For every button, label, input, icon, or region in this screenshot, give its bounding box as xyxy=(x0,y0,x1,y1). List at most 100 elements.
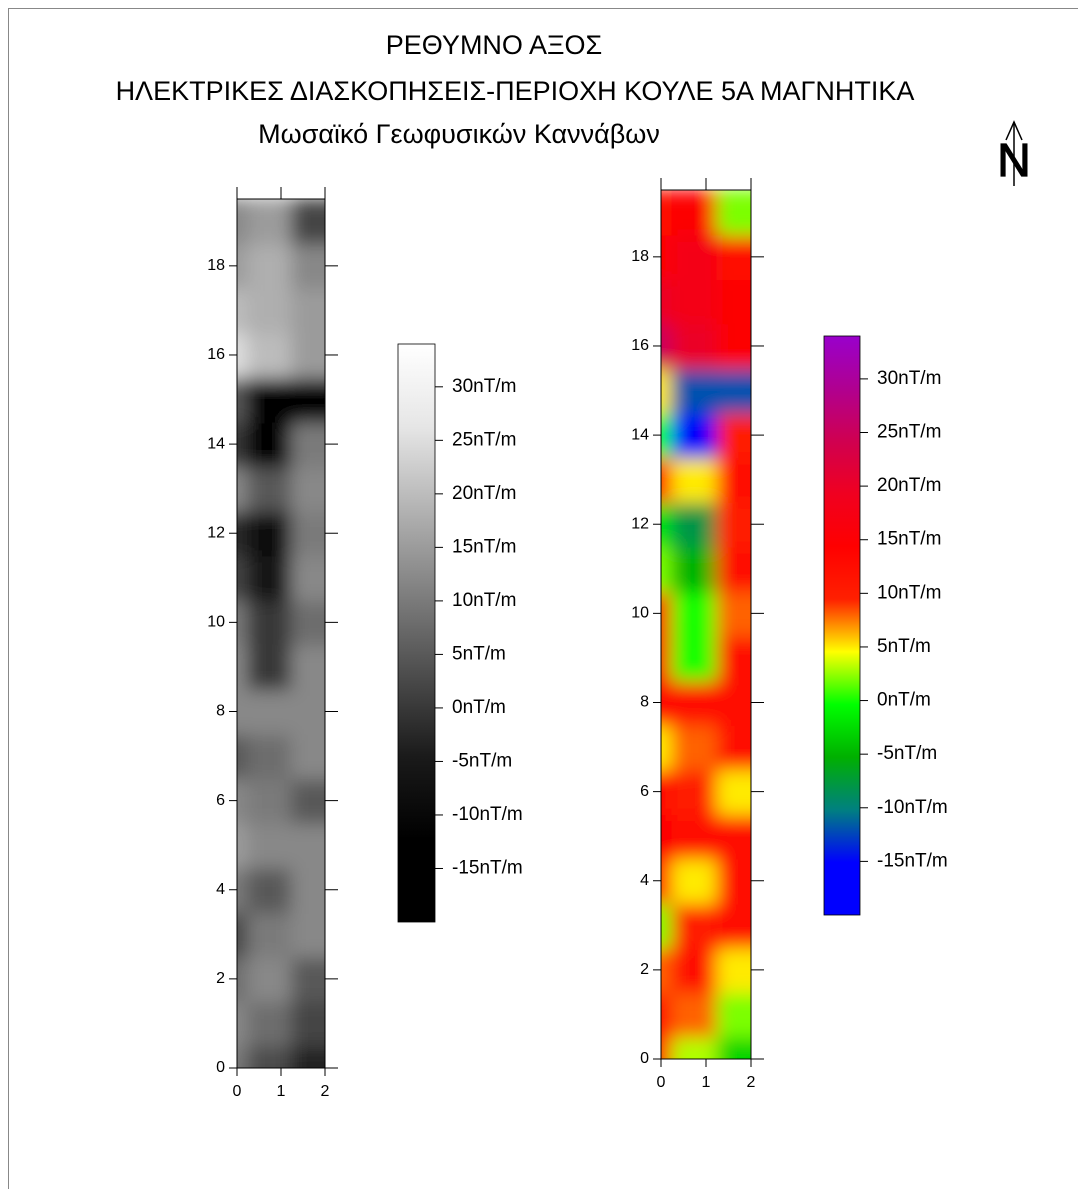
x-tick-label: 2 xyxy=(747,1074,756,1091)
colorbar-label: 25nT/m xyxy=(877,422,941,443)
colorbar-label: 5nT/m xyxy=(452,643,506,664)
x-tick-label: 0 xyxy=(657,1074,666,1091)
map-cell xyxy=(291,554,325,602)
y-tick-label: 18 xyxy=(631,248,649,265)
map-cell xyxy=(716,456,751,503)
map-cell xyxy=(291,777,325,824)
colorbar-label: -5nT/m xyxy=(877,743,937,764)
map-cell xyxy=(291,509,325,557)
map-cell xyxy=(716,812,751,860)
map-cell xyxy=(716,723,751,771)
map-cell xyxy=(716,190,751,236)
y-tick-label: 2 xyxy=(640,961,649,978)
map-cell xyxy=(291,331,325,379)
title-line: Μωσαϊκό Γεωφυσικών Καννάβων xyxy=(258,119,660,149)
map-field xyxy=(237,199,325,1068)
colorbar-label: 10nT/m xyxy=(877,582,941,603)
map-cell xyxy=(291,287,325,334)
map-cell xyxy=(716,857,751,905)
y-tick-label: 10 xyxy=(631,605,649,622)
map-field-smooth xyxy=(661,190,751,1059)
map-cell xyxy=(716,590,751,637)
map-cell xyxy=(716,946,751,994)
map-cell xyxy=(291,643,325,691)
map-cell xyxy=(291,732,325,780)
colorbar-label: 30nT/m xyxy=(452,376,516,397)
map-cell xyxy=(291,821,325,869)
map-cell xyxy=(291,199,325,245)
colorbar-label: -15nT/m xyxy=(877,850,948,871)
y-tick-label: 14 xyxy=(207,435,225,452)
y-tick-label: 16 xyxy=(631,337,649,354)
colorbar-label: 20nT/m xyxy=(877,475,941,496)
colorbar-label: -5nT/m xyxy=(452,750,512,771)
map-cell xyxy=(716,322,751,370)
map-cell xyxy=(291,242,325,290)
y-tick-label: 2 xyxy=(216,970,225,987)
y-tick-label: 6 xyxy=(640,783,649,800)
title-line: ΡΕΘΥΜΝΟ ΑΞΟΣ xyxy=(386,30,602,60)
colorbar xyxy=(397,343,436,923)
colorbar-label: 15nT/m xyxy=(452,536,516,557)
y-tick-label: 8 xyxy=(216,703,225,720)
map-cell xyxy=(291,1000,325,1047)
y-tick-label: 4 xyxy=(640,872,649,889)
map-cell xyxy=(716,902,751,949)
colorbar-label: 20nT/m xyxy=(452,483,516,504)
map-cell xyxy=(716,367,751,414)
y-tick-label: 16 xyxy=(207,346,225,363)
colorbar-label: -15nT/m xyxy=(452,857,523,878)
y-tick-label: 4 xyxy=(216,881,225,898)
north-label: N xyxy=(997,134,1030,186)
colorbar-label: 15nT/m xyxy=(877,529,941,550)
map-cell xyxy=(291,688,325,735)
map-cell xyxy=(291,955,325,1003)
colorbar-label: 25nT/m xyxy=(452,429,516,450)
y-tick-label: 0 xyxy=(640,1050,649,1067)
map-cell xyxy=(291,911,325,958)
map-cell xyxy=(716,411,751,459)
x-tick-label: 0 xyxy=(233,1083,242,1100)
map-cell xyxy=(716,991,751,1038)
colorbar-label: 30nT/m xyxy=(877,368,941,389)
map-cell xyxy=(716,278,751,325)
y-tick-label: 18 xyxy=(207,257,225,274)
y-tick-label: 12 xyxy=(631,515,649,532)
y-tick-label: 8 xyxy=(640,694,649,711)
map-cell xyxy=(716,634,751,682)
x-tick-label: 1 xyxy=(702,1074,711,1091)
map-cell xyxy=(716,233,751,281)
colorbar-label: 0nT/m xyxy=(877,690,931,711)
map-field xyxy=(661,190,751,1059)
frame xyxy=(8,8,1078,1189)
y-tick-label: 14 xyxy=(631,426,649,443)
y-tick-label: 0 xyxy=(216,1059,225,1076)
x-tick-label: 2 xyxy=(321,1083,330,1100)
map-cell xyxy=(716,679,751,726)
map-cell xyxy=(716,768,751,815)
colorbar-label: -10nT/m xyxy=(877,797,948,818)
colorbar xyxy=(823,335,861,916)
colorbar-label: -10nT/m xyxy=(452,804,523,825)
map-cell xyxy=(291,1044,325,1068)
map-cell xyxy=(291,465,325,512)
title-line: ΗΛΕΚΤΡΙΚΕΣ ΔΙΑΣΚΟΠΗΣΕΙΣ-ΠΕΡΙΟΧΗ ΚΟΥΛΕ 5Α… xyxy=(116,76,915,106)
map-cell xyxy=(291,376,325,423)
map-cell xyxy=(291,866,325,914)
map-cell xyxy=(716,500,751,548)
colorbar-label: 5nT/m xyxy=(877,636,931,657)
map-cell xyxy=(716,1035,751,1059)
x-tick-label: 1 xyxy=(277,1083,286,1100)
north-arrow: N xyxy=(997,120,1031,187)
map-field-smooth xyxy=(237,199,325,1068)
map-cell xyxy=(291,420,325,468)
colorbar-label: 0nT/m xyxy=(452,697,506,718)
colorbar-label: 10nT/m xyxy=(452,590,516,611)
y-tick-label: 10 xyxy=(207,614,225,631)
y-tick-label: 12 xyxy=(207,524,225,541)
y-tick-label: 6 xyxy=(216,792,225,809)
map-cell xyxy=(291,599,325,646)
